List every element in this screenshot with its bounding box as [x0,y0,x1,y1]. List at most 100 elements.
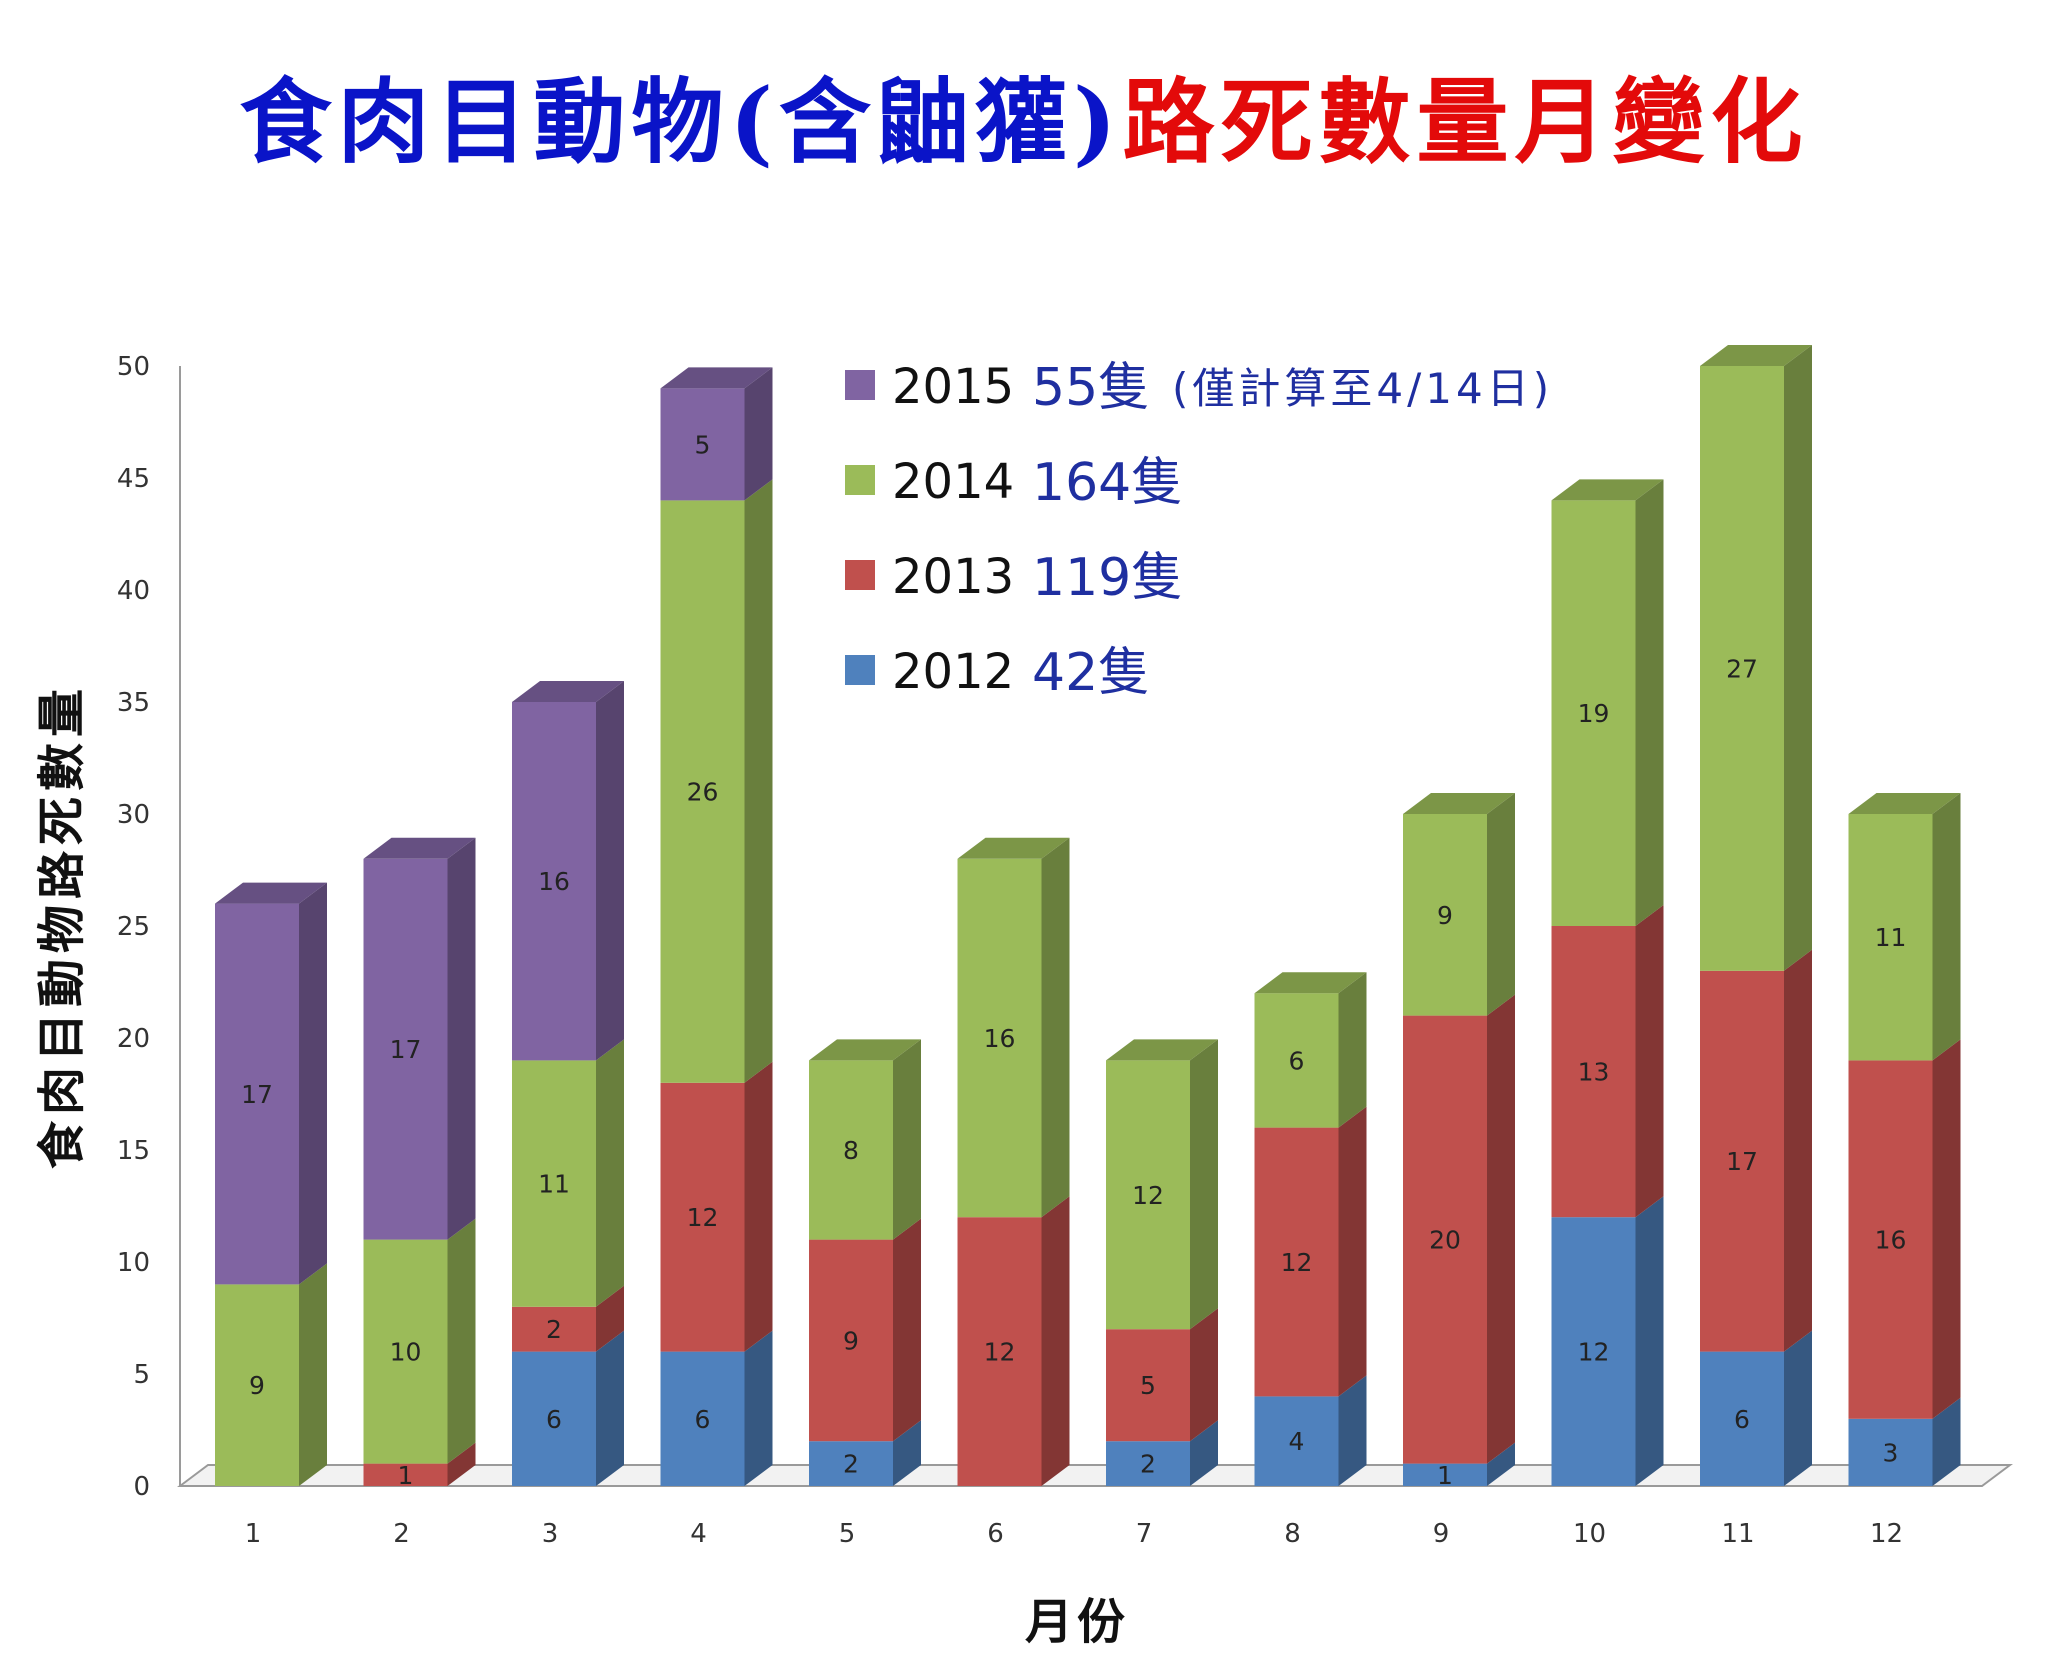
legend-year: 2013 [892,549,1014,605]
bar-side-2014-month-9 [1487,793,1515,1016]
data-label-2013-month-3: 2 [546,1315,562,1344]
bar-segment-2012-month-9 [1403,1463,1487,1486]
data-label-2013-month-5: 9 [843,1326,859,1355]
bar-segment-2013-month-5 [809,1239,893,1442]
bar-segment-2013-month-6 [957,1217,1042,1486]
bar-segment-2013-month-11 [1700,970,1784,1352]
bar-side-2014-month-3 [596,1039,624,1307]
x-tick-label: 3 [542,1519,559,1549]
bar-segment-2014-month-1 [215,1284,299,1486]
bar-segment-2013-month-4 [660,1082,745,1352]
bar-top-month-4 [660,367,773,389]
bar-stack-month-2: 1 10 17 [363,837,476,1490]
bar-side-2013-month-3 [596,1285,624,1352]
bar-segment-2015-month-4 [660,388,745,501]
data-label-2015-month-2: 17 [390,1035,422,1064]
bar-stack-month-11: 6 17 27 [1700,345,1812,1486]
bar-side-2012-month-3 [596,1330,624,1486]
bar-side-2013-month-6 [1041,1196,1070,1486]
bar-side-2012-month-11 [1784,1330,1812,1486]
x-tick-label: 1 [245,1519,262,1549]
bar-segment-2014-month-5 [809,1060,893,1240]
bar-segment-2015-month-1 [215,903,299,1285]
bar-stack-month-12: 3 16 11 [1848,793,1961,1486]
bar-side-2015-month-2 [447,837,476,1240]
bar-side-2014-month-8 [1338,972,1367,1128]
bar-segment-2014-month-12 [1848,814,1933,1061]
bar-side-2013-month-8 [1338,1106,1367,1397]
bar-side-2014-month-5 [893,1039,921,1240]
x-tick-label: 4 [690,1519,707,1549]
y-tick-label: 20 [117,1024,150,1054]
bar-layer: 9171101762111661226529812162512412612091… [215,345,1961,1490]
bar-top-month-3 [512,681,624,702]
data-label-2013-month-11: 17 [1726,1147,1758,1176]
bar-segment-2012-month-10 [1551,1217,1636,1486]
legend-note: (僅計算至4/14日) [1172,364,1553,413]
bar-side-2014-month-10 [1635,479,1664,926]
x-tick-label: 6 [987,1519,1004,1549]
bar-segment-2014-month-8 [1254,993,1339,1128]
y-tick-label: 45 [117,464,150,494]
x-tick-label: 5 [839,1519,856,1549]
bar-side-2015-month-4 [744,367,773,501]
y-tick-label: 0 [133,1472,150,1502]
legend-swatch-2015 [845,370,875,400]
data-label-2014-month-8: 6 [1289,1046,1305,1075]
data-label-2013-month-7: 5 [1140,1371,1156,1400]
data-label-2013-month-12: 16 [1875,1226,1907,1255]
legend-entry-2014: 2014 164隻 [845,453,1183,513]
y-tick-label: 25 [117,912,150,942]
bar-segment-2015-month-2 [363,858,448,1240]
data-label-2012-month-9: 1 [1437,1461,1453,1490]
data-label-2012-month-8: 4 [1289,1427,1305,1456]
bar-top-month-8 [1254,972,1367,994]
bar-stack-month-6: 12 16 [957,837,1070,1486]
y-tick-label: 15 [117,1136,150,1166]
legend-total: 55隻 [1032,358,1150,418]
bar-side-2014-month-1 [299,1263,327,1486]
bar-side-2012-month-4 [744,1330,773,1486]
bar-side-2014-month-4 [744,479,773,1083]
bar-segment-2014-month-6 [957,858,1042,1218]
legend-entry-2013: 2013 119隻 [845,548,1183,608]
bar-side-2012-month-8 [1338,1375,1367,1486]
data-label-2012-month-12: 3 [1883,1438,1899,1467]
chart-title-part2: 路死數量月變化 [1122,68,1809,176]
bar-stack-month-1: 9 17 [215,882,327,1486]
bar-side-2012-month-12 [1932,1397,1961,1486]
data-label-2014-month-3: 11 [538,1170,570,1199]
bar-side-2012-month-5 [893,1420,921,1486]
bar-top-month-10 [1551,479,1664,501]
data-label-2014-month-6: 16 [984,1024,1016,1053]
chart-title-part1: 食肉目動物(含鼬獾) [239,68,1123,176]
bar-segment-2013-month-3 [512,1306,596,1352]
bar-side-2015-month-1 [299,882,327,1285]
bar-segment-2012-month-11 [1700,1351,1784,1486]
bar-segment-2013-month-10 [1551,926,1636,1218]
x-tick-label: 8 [1284,1519,1301,1549]
bar-side-2013-month-4 [744,1061,773,1352]
bar-side-2014-month-2 [447,1218,476,1464]
bar-side-2013-month-5 [893,1218,921,1442]
y-tick-label: 40 [117,576,150,606]
bar-side-2012-month-7 [1190,1420,1218,1486]
bar-top-month-2 [363,837,476,859]
bar-segment-2012-month-12 [1848,1418,1933,1486]
bar-side-2013-month-9 [1487,994,1515,1464]
y-tick-label: 5 [133,1360,150,1390]
bar-side-2014-month-7 [1190,1039,1218,1330]
bar-segment-2013-month-2 [363,1463,448,1486]
bar-stack-month-4: 6 12 26 5 [660,367,773,1486]
bar-segment-2014-month-10 [1551,500,1636,926]
bar-stack-month-8: 4 12 6 [1254,972,1367,1486]
data-label-2015-month-3: 16 [538,867,570,896]
bar-side-2014-month-6 [1041,837,1070,1218]
legend-year: 2012 [892,644,1014,700]
bar-side-2013-month-7 [1190,1308,1218,1442]
bar-side-2012-month-10 [1635,1196,1664,1486]
data-label-2012-month-11: 6 [1734,1405,1750,1434]
bar-top-month-9 [1403,793,1515,814]
y-tick-label: 35 [117,688,150,718]
